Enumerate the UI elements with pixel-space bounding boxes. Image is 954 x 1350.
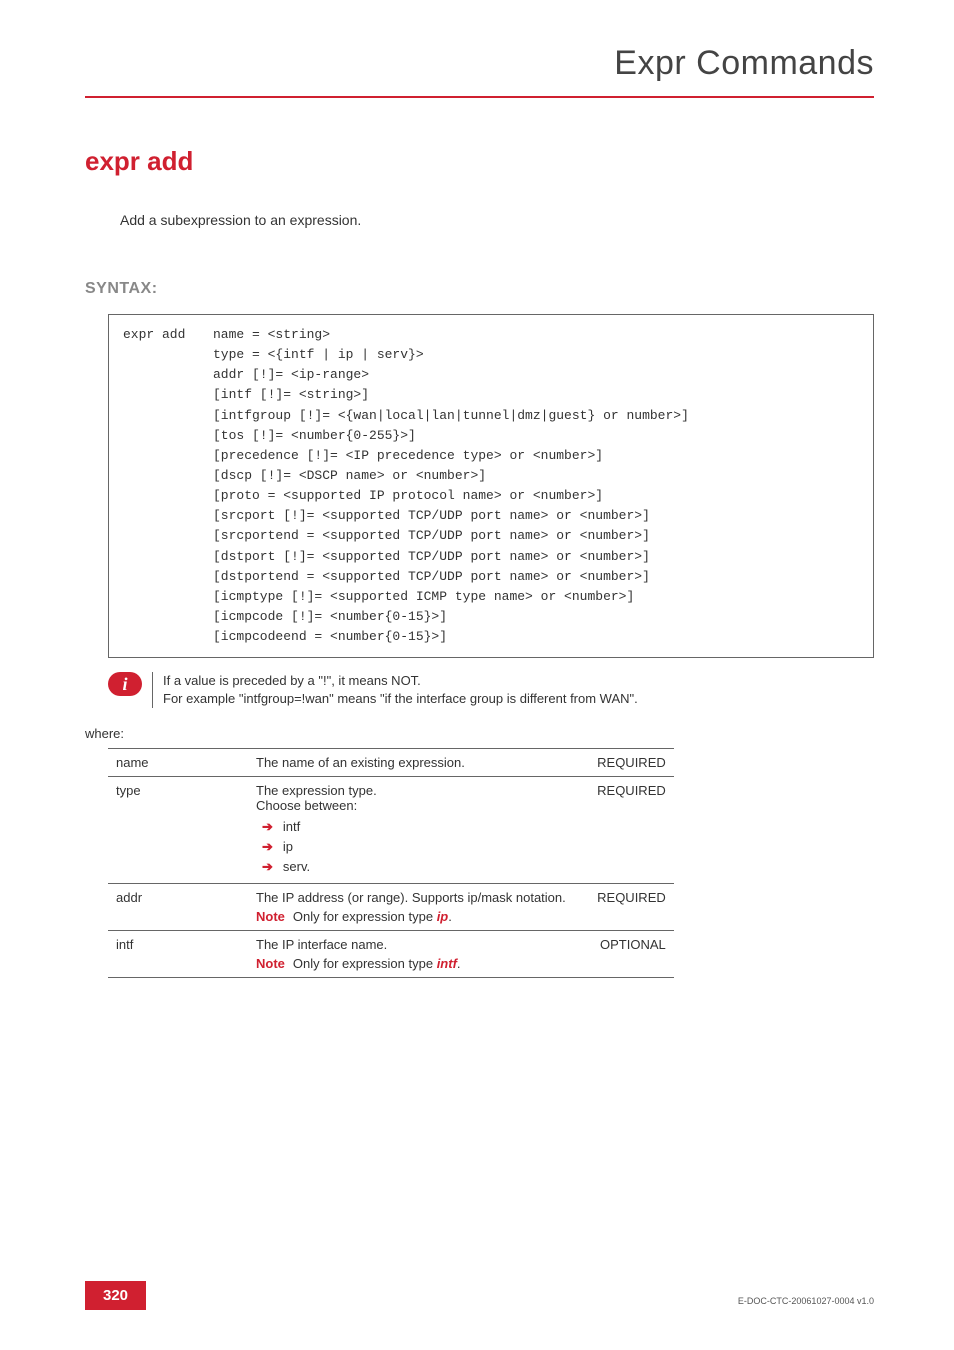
- param-note: Note Only for expression type intf.: [256, 956, 566, 971]
- document-id: E-DOC-CTC-20061027-0004 v1.0: [738, 1296, 874, 1306]
- param-option: serv.: [256, 857, 566, 877]
- where-label: where:: [85, 726, 124, 741]
- note-label: Note: [256, 956, 285, 971]
- header-rule: [85, 96, 874, 98]
- info-icon: i: [108, 672, 142, 696]
- param-name: addr: [108, 884, 248, 931]
- param-required: OPTIONAL: [574, 931, 674, 978]
- command-description: Add a subexpression to an expression.: [120, 212, 361, 228]
- note-suffix: .: [457, 956, 461, 971]
- param-description-cell: The name of an existing expression.: [248, 749, 574, 777]
- param-description: The name of an existing expression.: [256, 755, 566, 770]
- param-row: addr The IP address (or range). Supports …: [108, 884, 674, 931]
- info-line-2: For example "intfgroup=!wan" means "if t…: [163, 690, 638, 708]
- param-row: type The expression type.Choose between: i…: [108, 777, 674, 884]
- note-text: Only for expression type: [293, 909, 437, 924]
- param-name: type: [108, 777, 248, 884]
- param-description: The expression type.: [256, 783, 566, 798]
- info-text: If a value is preceded by a "!", it mean…: [163, 672, 638, 708]
- param-required: REQUIRED: [574, 884, 674, 931]
- note-emphasis: ip: [437, 909, 449, 924]
- command-title: expr add: [85, 146, 193, 177]
- page-number-badge: 320: [85, 1281, 146, 1310]
- note-emphasis: intf: [437, 956, 457, 971]
- parameters-table: name The name of an existing expression. R…: [108, 748, 674, 978]
- syntax-command: expr add: [123, 325, 213, 345]
- param-lead: Choose between:: [256, 798, 566, 813]
- syntax-body: name = <string> type = <{intf | ip | ser…: [213, 325, 689, 647]
- param-description: The IP address (or range). Supports ip/m…: [256, 890, 566, 905]
- param-description-cell: The expression type.Choose between: intfi…: [248, 777, 574, 884]
- param-row: intf The IP interface name. Note Only for e…: [108, 931, 674, 978]
- note-label: Note: [256, 909, 285, 924]
- info-line-1: If a value is preceded by a "!", it mean…: [163, 672, 638, 690]
- param-note: Note Only for expression type ip.: [256, 909, 566, 924]
- note-suffix: .: [448, 909, 452, 924]
- param-row: name The name of an existing expression. R…: [108, 749, 674, 777]
- param-name: name: [108, 749, 248, 777]
- param-option: intf: [256, 817, 566, 837]
- syntax-code-block: expr addname = <string> type = <{intf | …: [108, 314, 874, 658]
- page-header-title: Expr Commands: [614, 44, 874, 83]
- param-required: REQUIRED: [574, 749, 674, 777]
- param-required: REQUIRED: [574, 777, 674, 884]
- info-separator: [152, 672, 153, 708]
- param-option: ip: [256, 837, 566, 857]
- syntax-label: SYNTAX:: [85, 280, 158, 298]
- param-description: The IP interface name.: [256, 937, 566, 952]
- param-description-cell: The IP interface name. Note Only for expre…: [248, 931, 574, 978]
- param-options-list: intfipserv.: [256, 817, 566, 877]
- param-description-cell: The IP address (or range). Supports ip/m…: [248, 884, 574, 931]
- note-text: Only for expression type: [293, 956, 437, 971]
- param-name: intf: [108, 931, 248, 978]
- info-callout: i If a value is preceded by a "!", it me…: [108, 672, 874, 708]
